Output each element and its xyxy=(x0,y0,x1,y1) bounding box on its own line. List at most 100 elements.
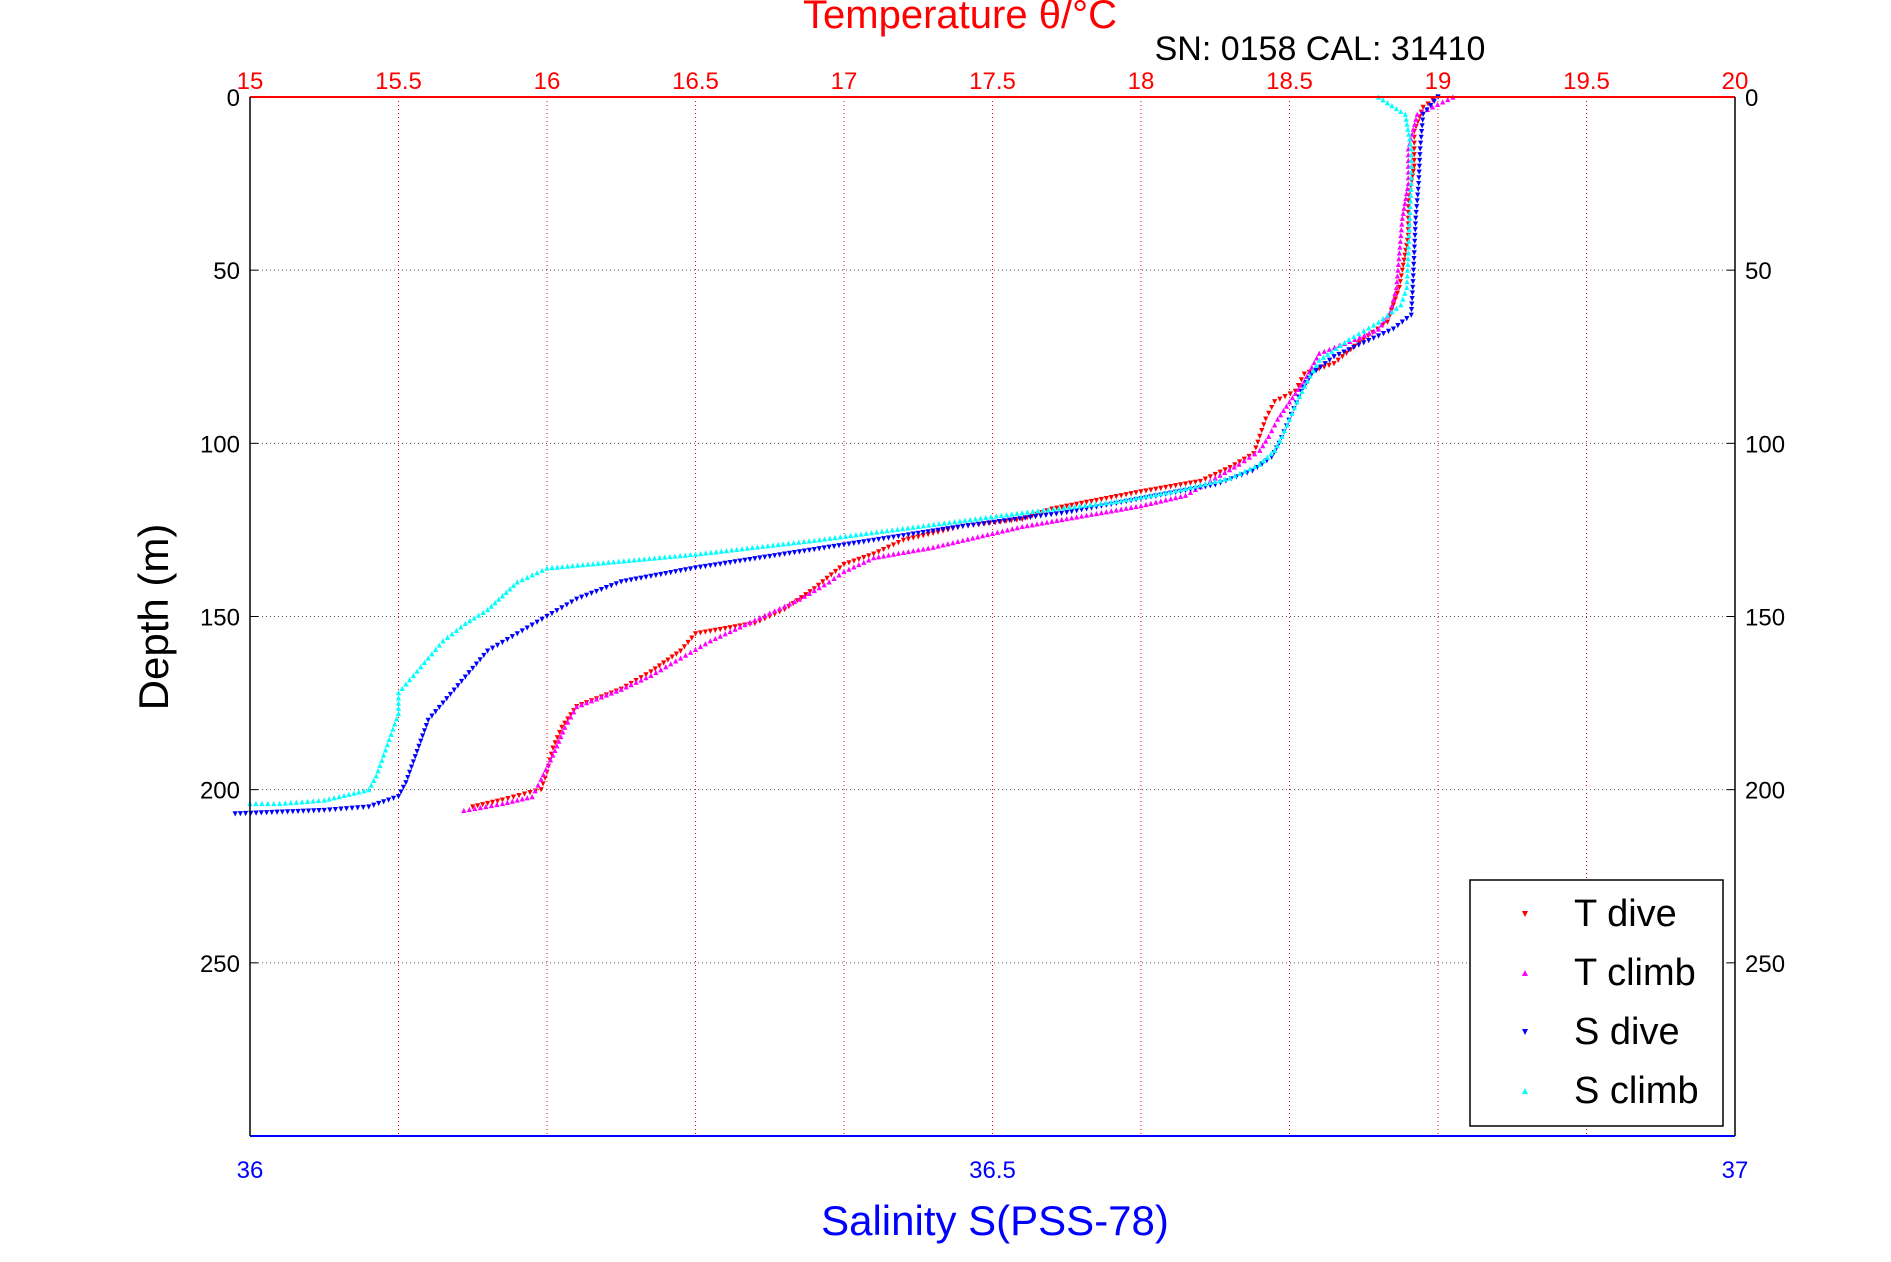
data-point xyxy=(777,552,783,558)
data-point xyxy=(1397,279,1403,285)
data-point xyxy=(1378,322,1385,328)
data-point xyxy=(1158,498,1164,504)
data-point xyxy=(458,624,464,630)
data-point xyxy=(920,523,927,529)
data-point xyxy=(399,685,405,691)
data-point xyxy=(955,538,961,545)
data-point xyxy=(603,585,609,591)
data-point xyxy=(623,684,629,690)
data-point xyxy=(507,586,513,592)
data-point xyxy=(559,724,565,730)
data-point xyxy=(910,524,916,530)
data-point xyxy=(1294,399,1300,405)
data-point xyxy=(881,546,887,553)
data-point xyxy=(590,561,596,567)
data-point xyxy=(980,533,986,539)
data-point xyxy=(1412,238,1418,244)
data-point xyxy=(754,544,761,550)
data-point xyxy=(960,537,966,543)
data-point xyxy=(801,548,807,554)
data-point xyxy=(414,748,420,755)
data-point xyxy=(588,590,595,597)
data-point xyxy=(648,573,654,579)
data-point xyxy=(1411,140,1417,146)
data-point xyxy=(1411,157,1417,164)
data-point xyxy=(509,798,515,804)
data-point xyxy=(1263,416,1269,422)
data-point xyxy=(806,590,812,597)
data-point xyxy=(975,534,981,540)
data-point xyxy=(970,535,976,541)
data-point xyxy=(288,800,294,806)
data-point xyxy=(1272,399,1278,405)
data-point xyxy=(1051,506,1057,512)
data-point xyxy=(1431,98,1437,104)
data-point xyxy=(760,543,766,549)
data-point xyxy=(1093,497,1100,504)
data-point xyxy=(1366,325,1372,331)
data-point xyxy=(643,574,649,580)
data-point xyxy=(905,536,911,542)
data-point xyxy=(1371,328,1377,334)
data-point xyxy=(749,544,755,551)
data-point xyxy=(461,807,467,814)
data-point xyxy=(1410,126,1416,132)
data-point xyxy=(702,641,708,647)
data-point xyxy=(1035,508,1041,514)
legend-marker xyxy=(1522,970,1528,976)
data-point xyxy=(540,781,546,787)
data-point xyxy=(967,516,973,523)
data-point xyxy=(279,809,285,815)
data-point xyxy=(1398,227,1404,233)
data-point xyxy=(1001,518,1007,524)
data-point xyxy=(1048,512,1054,518)
data-point xyxy=(1331,361,1337,367)
data-point xyxy=(494,798,501,804)
data-point xyxy=(697,643,704,650)
data-point xyxy=(534,570,540,576)
data-point xyxy=(532,788,538,794)
data-point xyxy=(643,672,649,678)
data-point xyxy=(631,557,637,563)
data-point xyxy=(471,615,477,621)
y-tick-label-left: 250 xyxy=(200,951,240,978)
data-point xyxy=(1399,267,1405,273)
data-point xyxy=(722,631,728,637)
data-point xyxy=(915,523,921,530)
data-point xyxy=(1414,204,1420,210)
data-point xyxy=(1072,503,1078,510)
data-point xyxy=(842,533,849,539)
data-point xyxy=(1133,490,1139,496)
data-point xyxy=(481,652,487,659)
data-point xyxy=(1384,312,1391,318)
data-point xyxy=(1098,510,1104,516)
data-point xyxy=(605,559,612,565)
data-point xyxy=(1236,461,1242,467)
data-point xyxy=(1414,198,1420,204)
data-point xyxy=(1394,273,1401,279)
data-point xyxy=(1247,466,1253,472)
data-point xyxy=(762,612,768,618)
data-point xyxy=(1014,510,1020,516)
data-point xyxy=(593,696,600,702)
data-point xyxy=(407,769,413,775)
data-point xyxy=(1411,261,1417,267)
data-point xyxy=(1083,512,1090,518)
data-point xyxy=(1420,117,1426,123)
data-point xyxy=(418,738,424,744)
data-point xyxy=(492,600,498,606)
data-point xyxy=(1376,326,1382,332)
data-point xyxy=(1413,116,1419,122)
data-point xyxy=(1401,257,1407,263)
data-point xyxy=(1202,481,1208,487)
data-point xyxy=(1396,256,1402,262)
data-point xyxy=(1424,107,1430,113)
data-point xyxy=(1138,489,1144,495)
data-point xyxy=(1182,485,1189,491)
data-point xyxy=(1420,104,1426,110)
data-point xyxy=(1083,499,1090,506)
data-point xyxy=(470,804,476,810)
data-point xyxy=(1326,357,1333,363)
data-point xyxy=(993,513,999,519)
data-point xyxy=(554,564,560,570)
